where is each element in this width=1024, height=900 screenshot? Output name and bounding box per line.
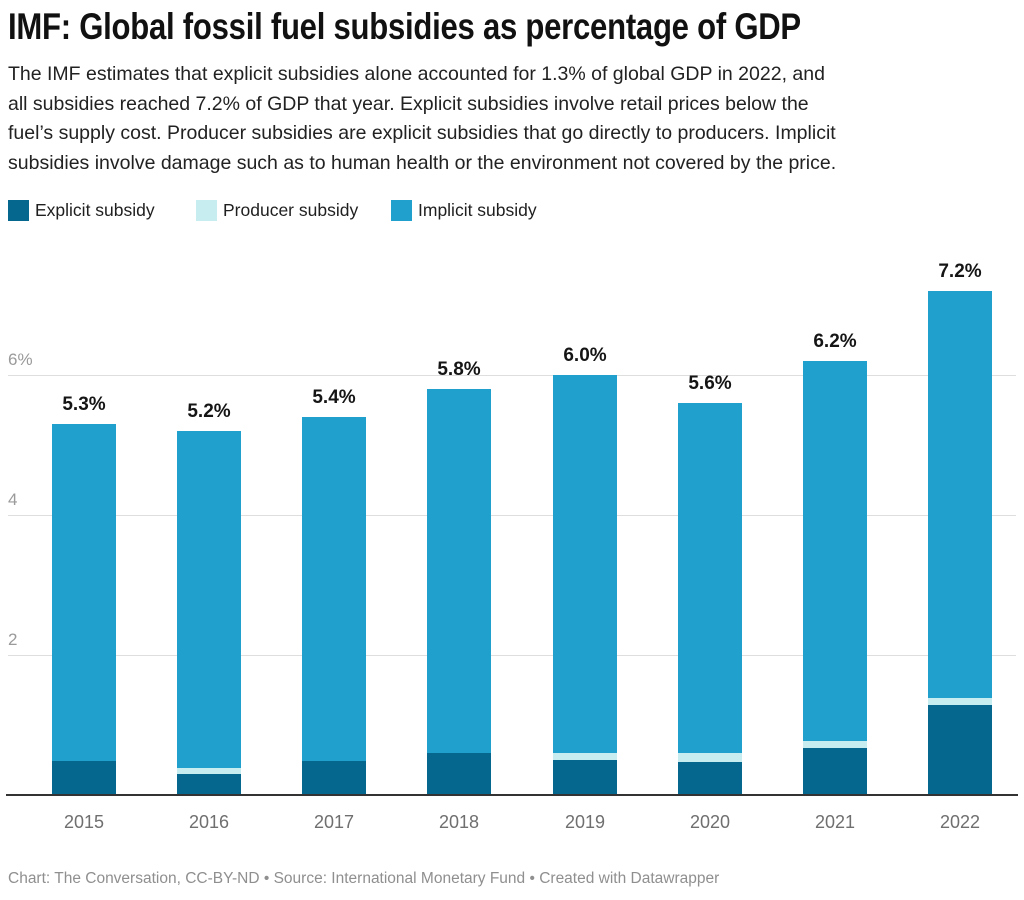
gridline-2 [8, 655, 1016, 656]
y-tick-label-2: 2 [8, 630, 18, 649]
bar-segment-explicit-2016 [177, 774, 241, 795]
bar-segment-producer-2022 [928, 698, 992, 705]
value-label-2022: 7.2% [938, 261, 982, 282]
legend-label-producer: Producer subsidy [223, 200, 359, 220]
bar-segment-implicit-2021 [803, 361, 867, 741]
x-tick-label-2022: 2022 [939, 812, 981, 832]
x-tick-label-2020: 2020 [689, 812, 731, 832]
y-tick-label-4: 4 [8, 490, 18, 509]
bar-segment-implicit-2020 [678, 403, 742, 753]
bar-segment-implicit-2019 [553, 375, 617, 753]
legend-item-producer: Producer subsidy [196, 199, 358, 221]
x-tick-label-2015: 2015 [63, 812, 105, 832]
bar-segment-implicit-2018 [427, 389, 491, 753]
stacked-bar-chart: 2 4 6% 5.3% 2015 5.2% 2016 5.4% 2017 5.8% 2018 6.0%… [0, 240, 1024, 860]
bar-segment-explicit-2018 [427, 753, 491, 795]
value-label-2020: 5.6% [688, 373, 732, 394]
bar-segment-implicit-2017 [302, 417, 366, 761]
bar-segment-explicit-2021 [803, 748, 867, 795]
legend-item-explicit: Explicit subsidy [8, 199, 155, 221]
legend: Explicit subsidy Producer subsidy Implic… [0, 199, 1024, 223]
x-tick-label-2021: 2021 [814, 812, 856, 832]
bar-segment-producer-2020 [678, 753, 742, 762]
x-axis-line [6, 794, 1018, 796]
value-label-2021: 6.2% [813, 331, 857, 352]
bar-segment-producer-2021 [803, 741, 867, 748]
gridline-6 [8, 375, 1016, 376]
bar-segment-explicit-2019 [553, 760, 617, 795]
bar-segment-producer-2019 [553, 753, 617, 760]
chart-description: The IMF estimates that explicit subsidie… [8, 63, 837, 174]
x-tick-label-2018: 2018 [438, 812, 480, 832]
value-label-2018: 5.8% [437, 359, 481, 380]
bar-segment-explicit-2022 [928, 705, 992, 795]
legend-item-implicit: Implicit subsidy [391, 199, 537, 221]
x-tick-label-2016: 2016 [188, 812, 230, 832]
bar-segment-explicit-2020 [678, 762, 742, 795]
bar-segment-producer-2016 [177, 768, 241, 774]
y-tick-label-6: 6% [8, 350, 33, 369]
legend-label-explicit: Explicit subsidy [35, 200, 155, 220]
bar-segment-implicit-2015 [52, 424, 116, 761]
value-label-2015: 5.3% [62, 394, 106, 415]
legend-swatch-explicit-icon [8, 199, 29, 221]
value-label-2017: 5.4% [312, 387, 356, 408]
legend-label-implicit: Implicit subsidy [418, 200, 537, 220]
gridline-4 [8, 515, 1016, 516]
value-label-2016: 5.2% [187, 401, 231, 422]
value-label-2019: 6.0% [563, 345, 607, 366]
legend-swatch-producer-icon [196, 199, 217, 221]
chart-credit: Chart: The Conversation, CC-BY-ND • Sour… [8, 870, 720, 887]
bar-segment-implicit-2016 [177, 431, 241, 768]
bar-segment-explicit-2015 [52, 761, 116, 795]
x-tick-label-2017: 2017 [313, 812, 355, 832]
legend-swatch-implicit-icon [391, 199, 412, 221]
bar-segment-implicit-2022 [928, 291, 992, 698]
x-tick-label-2019: 2019 [564, 812, 606, 832]
chart-title: IMF: Global fossil fuel subsidies as per… [8, 6, 801, 47]
bar-segment-explicit-2017 [302, 761, 366, 795]
